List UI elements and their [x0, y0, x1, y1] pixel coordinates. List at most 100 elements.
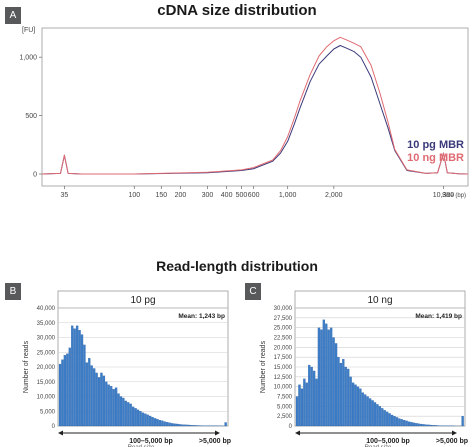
histogram-bar — [61, 359, 64, 427]
histogram-bar — [148, 415, 152, 427]
histogram-bar — [337, 357, 340, 427]
histogram-bar — [315, 378, 318, 427]
histogram-bar — [163, 421, 166, 427]
histogram-bar — [400, 419, 403, 427]
mean-label: Mean: 1,243 bp — [178, 313, 225, 320]
histogram-bar — [354, 384, 357, 427]
histogram-bar — [417, 423, 420, 427]
histogram-bar — [305, 382, 308, 427]
histogram-bar — [395, 417, 399, 427]
histogram-bar — [183, 424, 186, 427]
legend-entry: 10 pg MBR — [407, 139, 464, 151]
histogram-bar — [92, 368, 96, 427]
histogram-bar — [359, 388, 362, 427]
histogram-bar — [424, 424, 428, 427]
histogram-bar — [97, 377, 101, 427]
x-tick-label: 150 — [155, 192, 167, 199]
y-tick-label: 10,000 — [274, 385, 293, 391]
histogram-bar — [178, 424, 181, 427]
overflow-label: >5,000 bp — [436, 438, 468, 445]
histogram-bar — [376, 404, 379, 427]
histogram-bar — [437, 425, 440, 427]
histogram-bar — [168, 422, 171, 427]
histogram-bar — [320, 329, 323, 427]
histogram-bar — [461, 416, 464, 427]
histogram-bar — [166, 422, 169, 427]
x-tick-label: 600 — [248, 192, 260, 199]
histogram-bar — [403, 420, 406, 427]
histogram-bar — [187, 424, 191, 427]
y-axis-label: [FU] — [22, 27, 35, 34]
histogram-bar — [415, 423, 418, 427]
series-line-10pg — [41, 45, 469, 175]
histogram-bar — [322, 319, 326, 427]
histogram-bar — [175, 423, 179, 427]
histogram-bar — [190, 425, 193, 427]
range-arrow-right-head — [215, 430, 220, 436]
x-tick-label: 100 — [128, 192, 140, 199]
y-tick-label: 0 — [33, 172, 37, 179]
read-length-10ng-chart: 10 ng 0 2,500 5,000 7,500 10,000 12,500 15,000 1… — [260, 290, 468, 447]
read-length-10pg-chart: 10 pg 0 5,000 10,000 15,000 20,000 25,000 30,00… — [23, 290, 231, 447]
histogram-bar — [114, 387, 118, 427]
histogram-title: 10 pg — [130, 295, 155, 306]
histogram-bar — [173, 423, 176, 427]
histogram-bar — [329, 327, 333, 427]
y-tick-label: 22,500 — [274, 336, 293, 342]
y-tick-label: 30,000 — [274, 306, 293, 312]
range-arrow-right-head — [452, 430, 457, 436]
histogram-bar — [141, 412, 145, 427]
histogram-bar — [390, 414, 394, 427]
histogram-bar — [334, 343, 338, 427]
histogram-bar — [383, 410, 386, 427]
histogram-bar — [312, 370, 316, 427]
histogram-bar — [85, 362, 89, 427]
histogram-bar — [144, 413, 147, 427]
y-tick-label: 30,000 — [37, 336, 56, 342]
histogram-bar — [136, 409, 140, 427]
y-tick-label: 20,000 — [37, 365, 56, 371]
y-tick-label: 27,500 — [274, 316, 293, 322]
histogram-bar — [344, 366, 347, 427]
histogram-bar — [71, 325, 74, 427]
histogram-bar — [78, 330, 81, 427]
x-tick-label: 500 — [236, 192, 248, 199]
histogram-bar — [129, 403, 132, 427]
histogram-bar — [388, 413, 391, 427]
histogram-bar — [349, 376, 352, 427]
legend-entry: 10 ng MBR — [407, 152, 464, 164]
x-tick-label: 200 — [175, 192, 187, 199]
range-label: 100–5,000 bp — [366, 438, 410, 445]
y-tick-label: 5,000 — [40, 409, 56, 415]
histogram-bar — [385, 411, 389, 427]
panel-b-badge: B — [5, 283, 21, 300]
histogram-bar — [122, 397, 125, 427]
overflow-label: >5,000 bp — [199, 438, 231, 445]
histogram-bar — [68, 347, 71, 427]
histogram-bar — [429, 424, 433, 427]
y-tick-label: 7,500 — [277, 395, 293, 401]
x-axis-label: Read size — [365, 445, 392, 447]
histogram-bar — [371, 400, 374, 427]
y-tick-label: 2,500 — [277, 414, 293, 420]
histogram-bar — [180, 424, 183, 427]
histogram-bar — [146, 414, 149, 427]
histogram-bar — [124, 400, 127, 427]
histogram-bar — [342, 359, 345, 427]
histogram-bar — [366, 396, 369, 427]
histogram-bar — [66, 353, 69, 427]
y-tick-label: 15,000 — [274, 365, 293, 371]
histogram-bar — [427, 424, 430, 427]
histogram-bar — [422, 424, 425, 427]
y-tick-label: 35,000 — [37, 321, 56, 327]
y-tick-label: 17,500 — [274, 355, 293, 361]
histogram-bar — [102, 375, 106, 427]
histogram-bar — [393, 416, 396, 427]
histogram-bar — [378, 406, 382, 427]
y-tick-label: 15,000 — [37, 380, 56, 386]
y-tick-label: 20,000 — [274, 345, 293, 351]
histogram-bar — [317, 327, 321, 427]
y-tick-label: 10,000 — [37, 395, 56, 401]
histogram-bar — [119, 396, 123, 427]
histogram-bar — [410, 422, 413, 427]
